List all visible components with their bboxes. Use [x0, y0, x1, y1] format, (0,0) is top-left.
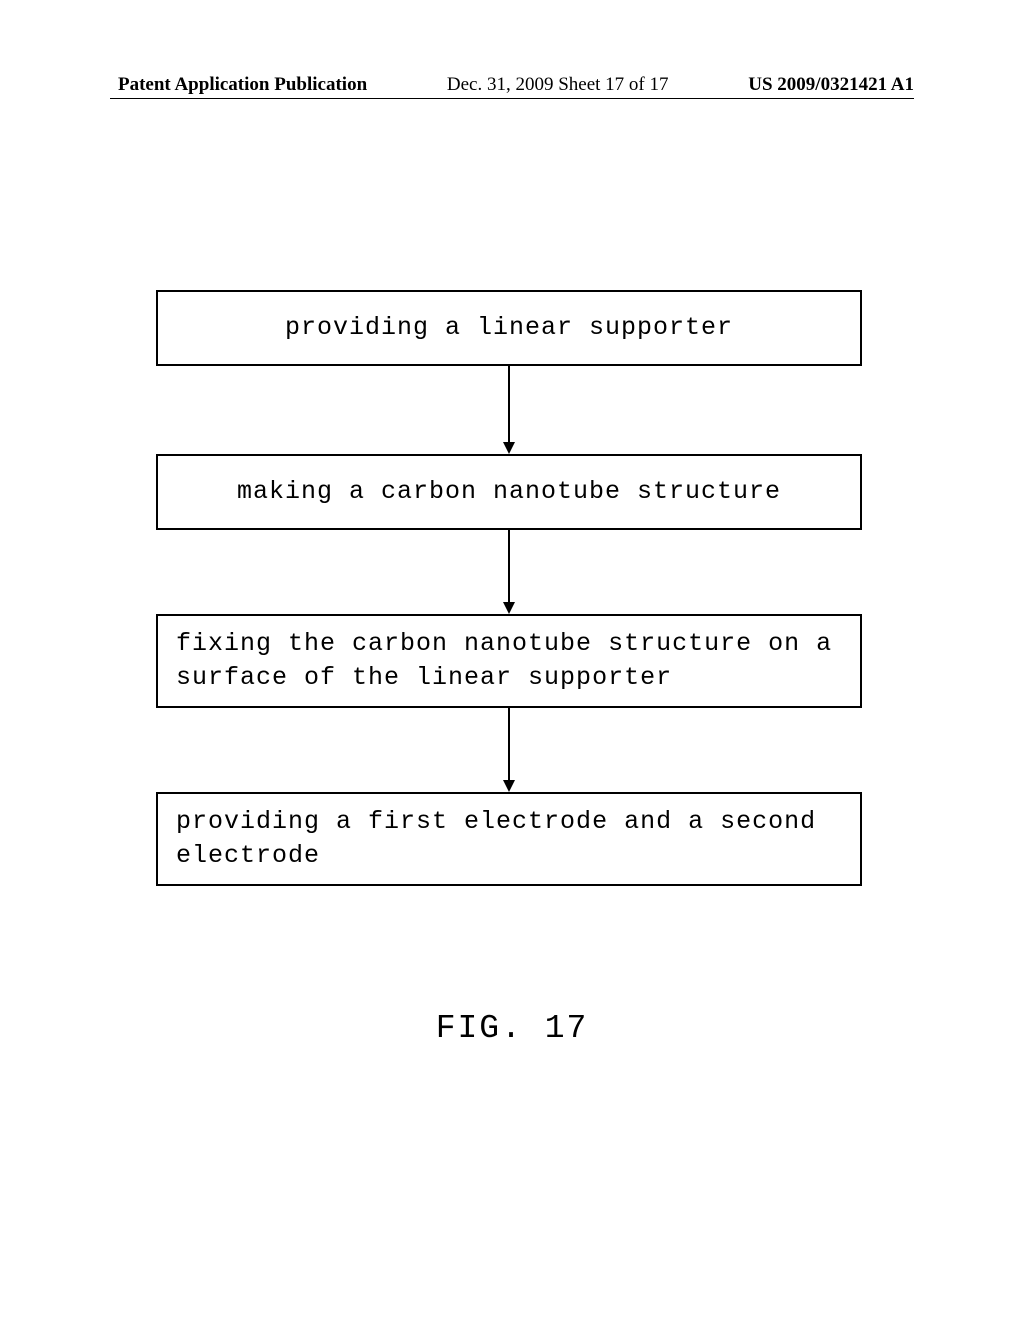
- flowchart-node-label: making a carbon nanotube structure: [237, 475, 781, 509]
- header-publication: Patent Application Publication: [118, 74, 367, 96]
- arrow-shaft: [508, 530, 510, 602]
- arrow-shaft: [508, 708, 510, 780]
- flowchart-node-label: fixing the carbon nanotube structure on …: [176, 627, 842, 695]
- flowchart-node: providing a first electrode and a second…: [156, 792, 862, 886]
- flowchart-node: making a carbon nanotube structure: [156, 454, 862, 530]
- arrow-shaft: [508, 366, 510, 442]
- page-header: Patent Application Publication Dec. 31, …: [0, 74, 1024, 96]
- flowchart-node-label: providing a linear supporter: [285, 311, 733, 345]
- figure-label: FIG. 17: [0, 1010, 1024, 1047]
- arrow-head-icon: [503, 780, 515, 792]
- header-rule: [110, 98, 914, 99]
- flowchart-node: fixing the carbon nanotube structure on …: [156, 614, 862, 708]
- header-docnumber: US 2009/0321421 A1: [748, 74, 914, 96]
- header-date-sheet: Dec. 31, 2009 Sheet 17 of 17: [447, 74, 669, 96]
- flowchart-node: providing a linear supporter: [156, 290, 862, 366]
- arrow-head-icon: [503, 442, 515, 454]
- flowchart-node-label: providing a first electrode and a second…: [176, 805, 842, 873]
- arrow-head-icon: [503, 602, 515, 614]
